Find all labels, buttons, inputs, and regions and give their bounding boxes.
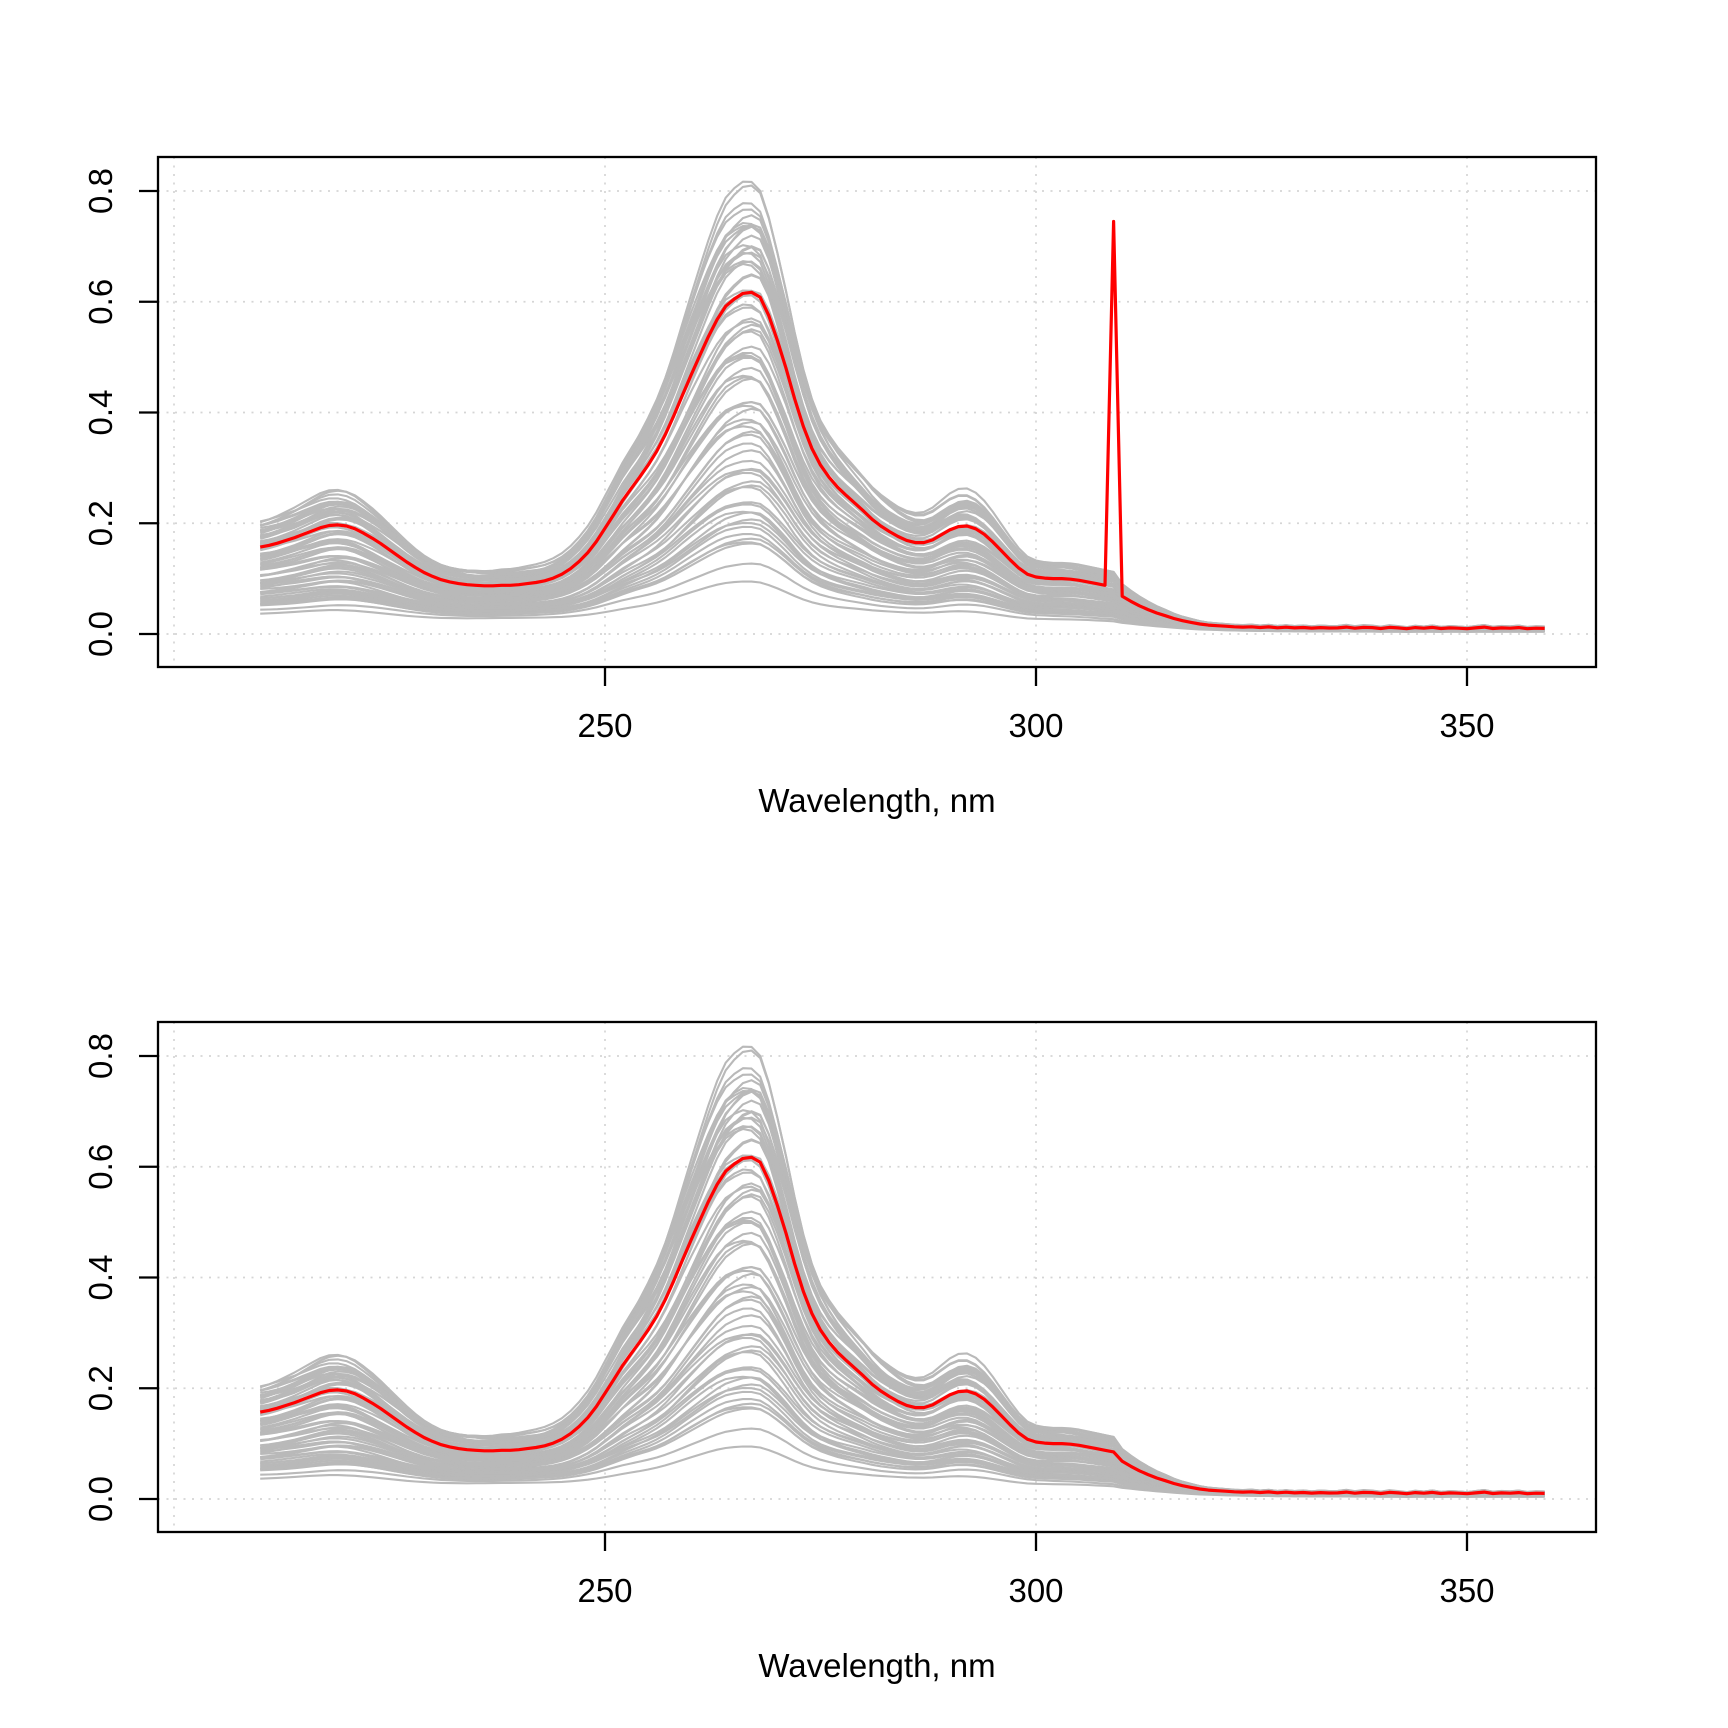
x-tick-label: 350	[1439, 1572, 1494, 1609]
x-axis-title: Wavelength, nm	[758, 1647, 995, 1684]
x-tick-label: 300	[1008, 707, 1063, 744]
spectrum-line	[260, 214, 1545, 629]
highlighted-spectrum-line	[259, 1155, 1545, 1496]
highlighted-spectrum-line	[259, 219, 1545, 631]
y-tick-label: 0.6	[82, 1144, 119, 1190]
y-tick-label: 0.6	[82, 279, 119, 325]
y-tick-label: 0.8	[82, 168, 119, 214]
x-tick-label: 250	[577, 707, 632, 744]
y-tick-label: 0.0	[82, 611, 119, 657]
spectra-lines	[259, 180, 1545, 633]
x-axis-title: Wavelength, nm	[758, 782, 995, 819]
spectrum-line	[260, 1079, 1545, 1494]
top-spectra-panel: 250 300 350 0.0 0.2 0.4 0.6 0.8 Wavelength, nm	[82, 155, 1598, 819]
spectrum-line	[260, 580, 1545, 633]
y-tick-label: 0.2	[82, 1365, 119, 1411]
y-tick-label: 0.4	[82, 390, 119, 436]
y-tick-label: 0.0	[82, 1476, 119, 1522]
x-tick-label: 350	[1439, 707, 1494, 744]
x-tick-label: 300	[1008, 1572, 1063, 1609]
spectrum-line	[260, 1445, 1545, 1498]
y-tick-label: 0.2	[82, 500, 119, 546]
spectra-lines	[259, 1045, 1545, 1498]
y-tick-label: 0.8	[82, 1033, 119, 1079]
bottom-spectra-panel: 250 300 350 0.0 0.2 0.4 0.6 0.8 Wavelength, nm	[82, 1020, 1598, 1684]
y-tick-label: 0.4	[82, 1255, 119, 1301]
x-tick-label: 250	[577, 1572, 632, 1609]
